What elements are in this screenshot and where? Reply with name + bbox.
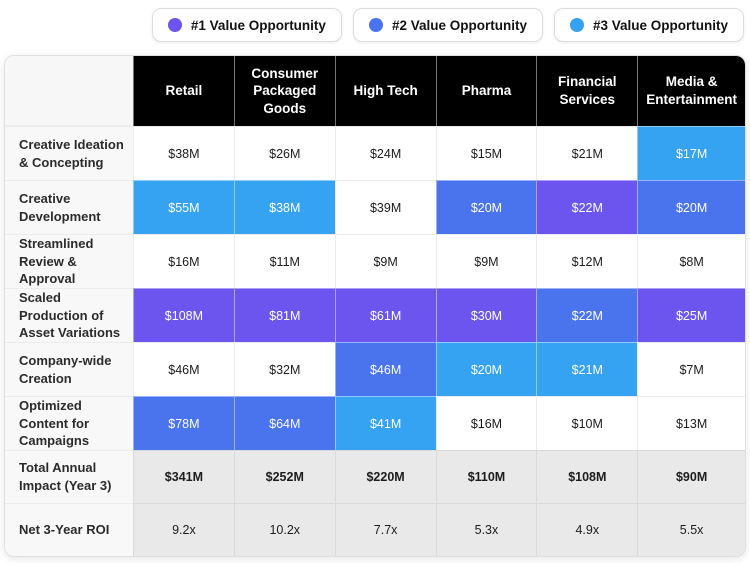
value-cell-consumer-packaged-goods-streamlined-review-approval: $11M xyxy=(233,234,335,288)
value-cell-media-entertainment-optimized-content-for-campaigns: $13M xyxy=(637,396,745,450)
value-cell-consumer-packaged-goods-optimized-content-for-campaigns: $64M xyxy=(233,396,335,450)
row-label-total-annual-impact-year-3: Total Annual Impact (Year 3) xyxy=(5,450,133,503)
impact-table: Retail Consumer Packaged Goods High Tech Ph… xyxy=(5,56,745,556)
value-cell-financial-services-creative-development: $22M xyxy=(536,180,638,234)
summary-cell-high-tech-total-annual-impact-year-3: $220M xyxy=(334,450,436,503)
value-cell-media-entertainment-creative-ideation-concepting: $17M xyxy=(637,126,745,180)
legend-dot-blue-icon xyxy=(368,18,383,32)
column-header-consumer-packaged-goods: Consumer Packaged Goods xyxy=(233,56,335,126)
value-cell-financial-services-company-wide-creation: $21M xyxy=(536,342,638,396)
impact-table-card: Retail Consumer Packaged Goods High Tech Ph… xyxy=(4,55,746,557)
value-cell-pharma-company-wide-creation: $20M xyxy=(435,342,537,396)
legend-label-2: #2 Value Opportunity xyxy=(391,17,527,33)
legend-pill-3[interactable]: #3 Value Opportunity xyxy=(553,8,744,42)
column-header-high-tech: High Tech xyxy=(334,56,436,126)
value-cell-high-tech-scaled-production-of-asset-variations: $61M xyxy=(334,288,436,342)
legend-label-1: #1 Value Opportunity xyxy=(190,17,326,33)
summary-cell-pharma-net-3-year-roi: 5.3x xyxy=(435,503,537,556)
legend: #1 Value Opportunity #2 Value Opportunit… xyxy=(0,0,750,42)
row-label-company-wide-creation: Company-wide Creation xyxy=(5,342,133,396)
value-cell-pharma-scaled-production-of-asset-variations: $30M xyxy=(435,288,537,342)
value-cell-retail-company-wide-creation: $46M xyxy=(133,342,234,396)
summary-cell-financial-services-total-annual-impact-year-3: $108M xyxy=(536,450,638,503)
column-header-media-entertainment: Media & Entertainment xyxy=(637,56,745,126)
value-cell-consumer-packaged-goods-creative-development: $38M xyxy=(233,180,335,234)
row-label-optimized-content-for-campaigns: Optimized Content for Campaigns xyxy=(5,396,133,450)
value-cell-high-tech-creative-development: $39M xyxy=(334,180,436,234)
value-cell-financial-services-scaled-production-of-asset-variations: $22M xyxy=(536,288,638,342)
value-cell-consumer-packaged-goods-creative-ideation-concepting: $26M xyxy=(233,126,335,180)
value-cell-retail-streamlined-review-approval: $16M xyxy=(133,234,234,288)
value-cell-consumer-packaged-goods-scaled-production-of-asset-variations: $81M xyxy=(233,288,335,342)
value-cell-media-entertainment-streamlined-review-approval: $8M xyxy=(637,234,745,288)
value-cell-financial-services-creative-ideation-concepting: $21M xyxy=(536,126,638,180)
table-corner-cell xyxy=(5,56,133,126)
value-cell-pharma-streamlined-review-approval: $9M xyxy=(435,234,537,288)
value-cell-high-tech-company-wide-creation: $46M xyxy=(334,342,436,396)
value-cell-pharma-creative-development: $20M xyxy=(435,180,537,234)
value-cell-media-entertainment-scaled-production-of-asset-variations: $25M xyxy=(637,288,745,342)
legend-pill-1[interactable]: #1 Value Opportunity xyxy=(151,8,342,42)
summary-cell-consumer-packaged-goods-total-annual-impact-year-3: $252M xyxy=(233,450,335,503)
summary-cell-retail-net-3-year-roi: 9.2x xyxy=(133,503,234,556)
summary-cell-pharma-total-annual-impact-year-3: $110M xyxy=(435,450,537,503)
row-label-streamlined-review-approval: Streamlined Review & Approval xyxy=(5,234,133,288)
row-label-scaled-production-of-asset-variations: Scaled Production of Asset Variations xyxy=(5,288,133,342)
summary-cell-financial-services-net-3-year-roi: 4.9x xyxy=(536,503,638,556)
legend-dot-purple-icon xyxy=(167,18,182,32)
row-label-creative-development: Creative Development xyxy=(5,180,133,234)
summary-cell-consumer-packaged-goods-net-3-year-roi: 10.2x xyxy=(233,503,335,556)
value-cell-financial-services-streamlined-review-approval: $12M xyxy=(536,234,638,288)
column-header-financial-services: Financial Services xyxy=(536,56,638,126)
summary-cell-media-entertainment-total-annual-impact-year-3: $90M xyxy=(637,450,745,503)
summary-cell-media-entertainment-net-3-year-roi: 5.5x xyxy=(637,503,745,556)
value-cell-consumer-packaged-goods-company-wide-creation: $32M xyxy=(233,342,335,396)
value-cell-retail-creative-ideation-concepting: $38M xyxy=(133,126,234,180)
column-header-retail: Retail xyxy=(133,56,234,126)
value-cell-media-entertainment-company-wide-creation: $7M xyxy=(637,342,745,396)
value-cell-high-tech-streamlined-review-approval: $9M xyxy=(334,234,436,288)
value-cell-high-tech-creative-ideation-concepting: $24M xyxy=(334,126,436,180)
legend-dot-light-blue-icon xyxy=(569,18,584,32)
value-cell-pharma-creative-ideation-concepting: $15M xyxy=(435,126,537,180)
value-cell-high-tech-optimized-content-for-campaigns: $41M xyxy=(334,396,436,450)
legend-label-3: #3 Value Opportunity xyxy=(592,17,728,33)
summary-cell-retail-total-annual-impact-year-3: $341M xyxy=(133,450,234,503)
value-cell-retail-creative-development: $55M xyxy=(133,180,234,234)
row-label-creative-ideation-concepting: Creative Ideation & Concepting xyxy=(5,126,133,180)
summary-cell-high-tech-net-3-year-roi: 7.7x xyxy=(334,503,436,556)
value-cell-retail-scaled-production-of-asset-variations: $108M xyxy=(133,288,234,342)
value-cell-media-entertainment-creative-development: $20M xyxy=(637,180,745,234)
value-cell-retail-optimized-content-for-campaigns: $78M xyxy=(133,396,234,450)
row-label-net-3-year-roi: Net 3-Year ROI xyxy=(5,503,133,556)
value-cell-financial-services-optimized-content-for-campaigns: $10M xyxy=(536,396,638,450)
value-cell-pharma-optimized-content-for-campaigns: $16M xyxy=(435,396,537,450)
legend-pill-2[interactable]: #2 Value Opportunity xyxy=(352,8,543,42)
column-header-pharma: Pharma xyxy=(435,56,537,126)
